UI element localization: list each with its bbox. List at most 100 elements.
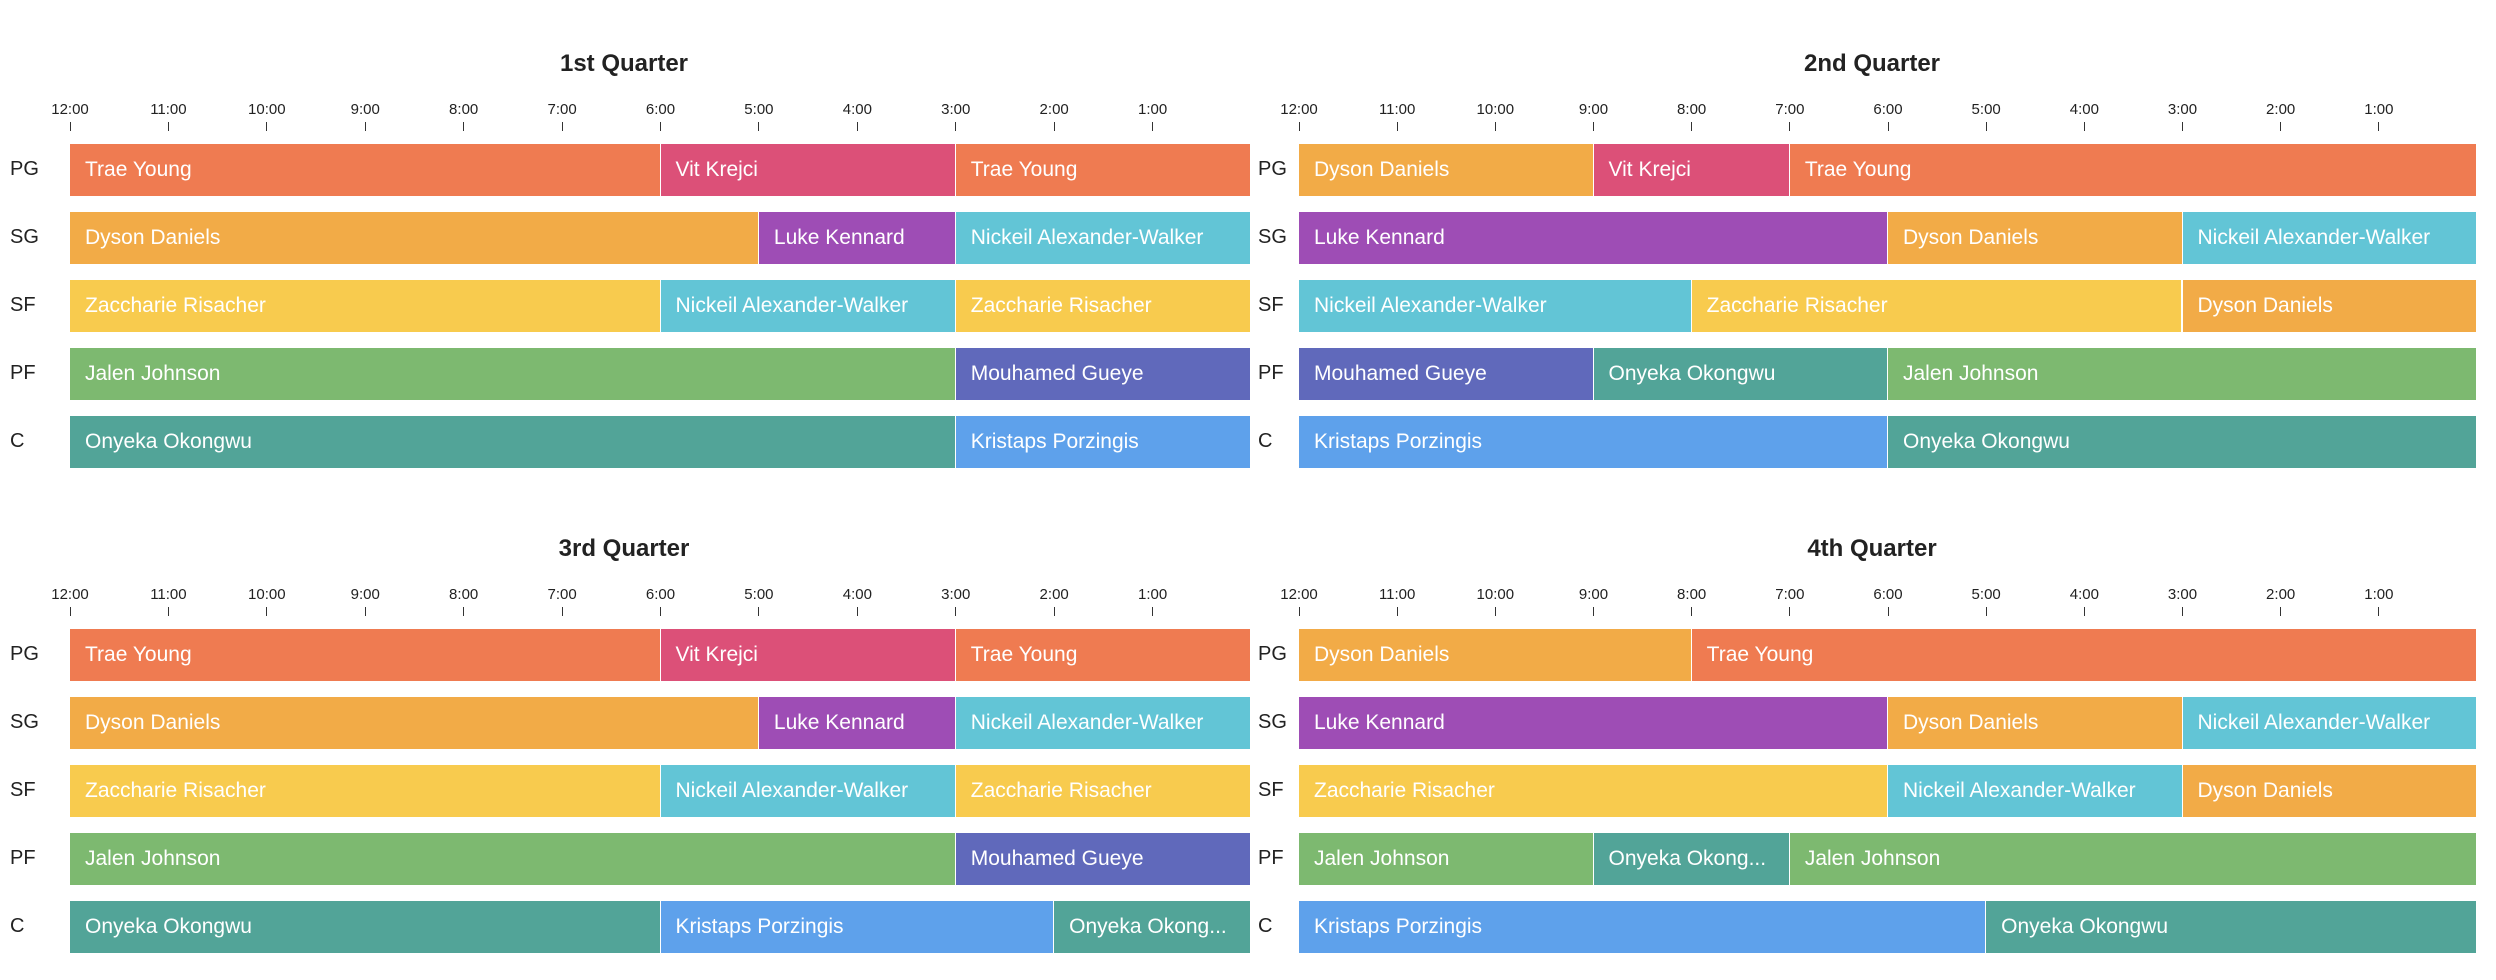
player-segment[interactable]: Onyeka Okong... <box>1593 833 1790 885</box>
x-tick-label: 1:00 <box>2364 101 2394 118</box>
x-tick-label: 1:00 <box>2364 586 2394 603</box>
quarter-panel: 3rd Quarter 12:00 11:00 10:00 9:00 8:00 7:00 6:… <box>0 485 1251 975</box>
player-segment[interactable]: Nickeil Alexander-Walker <box>660 280 956 332</box>
player-segment[interactable]: Onyeka Okongwu <box>1888 416 2477 468</box>
x-tick-mark <box>758 122 760 131</box>
x-tick-label: 8:00 <box>1677 586 1707 603</box>
x-tick-mark <box>2083 122 2085 131</box>
player-segment[interactable]: Zaccharie Risacher <box>1299 765 1888 817</box>
player-segment[interactable]: Nickeil Alexander-Walker <box>955 697 1251 749</box>
x-tick-label: 2:00 <box>2266 586 2296 603</box>
position-label: C <box>1258 915 1273 937</box>
position-label: SF <box>10 294 36 316</box>
position-label: SG <box>1258 711 1287 733</box>
player-segment[interactable]: Dyson Daniels <box>1888 697 2183 749</box>
player-segment[interactable]: Zaccharie Risacher <box>955 280 1251 332</box>
x-tick-label: 2:00 <box>1039 101 1069 118</box>
x-tick-mark <box>1887 607 1889 616</box>
player-segment[interactable]: Trae Young <box>70 144 661 196</box>
x-tick-mark <box>1152 607 1154 616</box>
position-label: PF <box>10 847 36 869</box>
player-segment[interactable]: Nickeil Alexander-Walker <box>2182 697 2477 749</box>
x-tick-label: 4:00 <box>2069 101 2099 118</box>
player-segment[interactable]: Kristaps Porzingis <box>660 901 1055 953</box>
player-segment[interactable]: Zaccharie Risacher <box>70 280 661 332</box>
player-segment[interactable]: Luke Kennard <box>1299 697 1888 749</box>
quarter-title: 3rd Quarter <box>558 535 690 562</box>
player-segment[interactable]: Onyeka Okongwu <box>70 901 661 953</box>
x-tick-mark <box>1887 122 1889 131</box>
player-segment[interactable]: Dyson Daniels <box>70 697 759 749</box>
x-tick-label: 5:00 <box>1971 101 2001 118</box>
player-segment[interactable]: Zaccharie Risacher <box>1691 280 2183 332</box>
x-tick-label: 7:00 <box>547 101 577 118</box>
x-tick-mark <box>1789 122 1791 131</box>
player-segment[interactable]: Nickeil Alexander-Walker <box>2182 212 2477 264</box>
player-segment[interactable]: Zaccharie Risacher <box>70 765 661 817</box>
player-segment[interactable]: Kristaps Porzingis <box>1299 416 1888 468</box>
x-tick-mark <box>1298 122 1300 131</box>
x-tick-label: 8:00 <box>449 101 479 118</box>
player-segment[interactable]: Trae Young <box>1691 629 2477 681</box>
player-segment[interactable]: Onyeka Okongwu <box>70 416 956 468</box>
player-segment[interactable]: Trae Young <box>955 629 1251 681</box>
player-segment[interactable]: Jalen Johnson <box>1888 348 2477 400</box>
player-segment[interactable]: Onyeka Okongwu <box>1986 901 2477 953</box>
player-segment[interactable]: Luke Kennard <box>758 697 956 749</box>
player-segment[interactable]: Luke Kennard <box>758 212 956 264</box>
x-tick-mark <box>856 122 858 131</box>
player-segment[interactable]: Luke Kennard <box>1299 212 1888 264</box>
player-segment[interactable]: Jalen Johnson <box>70 833 956 885</box>
x-tick-label: 8:00 <box>449 586 479 603</box>
player-segment[interactable]: Dyson Daniels <box>2182 765 2477 817</box>
position-label: PG <box>10 158 39 180</box>
player-segment[interactable]: Dyson Daniels <box>2182 280 2477 332</box>
player-segment[interactable]: Vit Krejci <box>1593 144 1790 196</box>
player-segment[interactable]: Mouhamed Gueye <box>955 833 1251 885</box>
position-label: SG <box>10 226 39 248</box>
player-segment[interactable]: Kristaps Porzingis <box>955 416 1251 468</box>
player-segment[interactable]: Mouhamed Gueye <box>955 348 1251 400</box>
player-segment[interactable]: Jalen Johnson <box>1299 833 1594 885</box>
x-tick-mark <box>1593 122 1594 131</box>
player-segment[interactable]: Mouhamed Gueye <box>1299 348 1594 400</box>
player-segment[interactable]: Jalen Johnson <box>1789 833 2477 885</box>
x-tick-mark <box>1396 607 1398 616</box>
player-segment[interactable]: Nickeil Alexander-Walker <box>1888 765 2183 817</box>
player-segment[interactable]: Dyson Daniels <box>1299 629 1692 681</box>
position-label: PF <box>1258 362 1284 384</box>
player-segment[interactable]: Trae Young <box>955 144 1251 196</box>
x-tick-label: 6:00 <box>1873 101 1903 118</box>
player-segment[interactable]: Zaccharie Risacher <box>955 765 1251 817</box>
x-tick-mark <box>1152 122 1154 131</box>
x-tick-label: 11:00 <box>1378 586 1416 603</box>
player-segment[interactable]: Kristaps Porzingis <box>1299 901 1987 953</box>
x-tick-mark <box>1691 122 1693 131</box>
x-tick-label: 9:00 <box>350 586 380 603</box>
player-segment[interactable]: Nickeil Alexander-Walker <box>1299 280 1692 332</box>
position-label: PF <box>10 362 36 384</box>
player-segment[interactable]: Onyeka Okongwu <box>1593 348 1888 400</box>
player-segment[interactable]: Nickeil Alexander-Walker <box>660 765 956 817</box>
x-tick-label: 10:00 <box>248 586 286 603</box>
player-segment[interactable]: Jalen Johnson <box>70 348 956 400</box>
x-tick-label: 7:00 <box>547 586 577 603</box>
x-tick-label: 11:00 <box>150 586 187 603</box>
x-tick-label: 1:00 <box>1137 586 1168 603</box>
quarter-title: 2nd Quarter <box>1803 50 1941 77</box>
x-tick-mark <box>266 122 268 131</box>
player-segment[interactable]: Onyeka Okong... <box>1054 901 1251 953</box>
player-segment[interactable]: Nickeil Alexander-Walker <box>955 212 1251 264</box>
x-tick-label: 11:00 <box>1378 101 1416 118</box>
player-segment[interactable]: Trae Young <box>70 629 661 681</box>
player-segment[interactable]: Trae Young <box>1789 144 2477 196</box>
player-segment[interactable]: Vit Krejci <box>660 629 956 681</box>
position-label: PG <box>1258 158 1287 180</box>
player-segment[interactable]: Dyson Daniels <box>1888 212 2183 264</box>
player-segment[interactable]: Vit Krejci <box>660 144 956 196</box>
x-tick-label: 9:00 <box>1578 101 1609 118</box>
x-tick-mark <box>561 122 563 131</box>
player-segment[interactable]: Dyson Daniels <box>70 212 759 264</box>
player-segment[interactable]: Dyson Daniels <box>1299 144 1594 196</box>
x-tick-label: 5:00 <box>744 101 774 118</box>
